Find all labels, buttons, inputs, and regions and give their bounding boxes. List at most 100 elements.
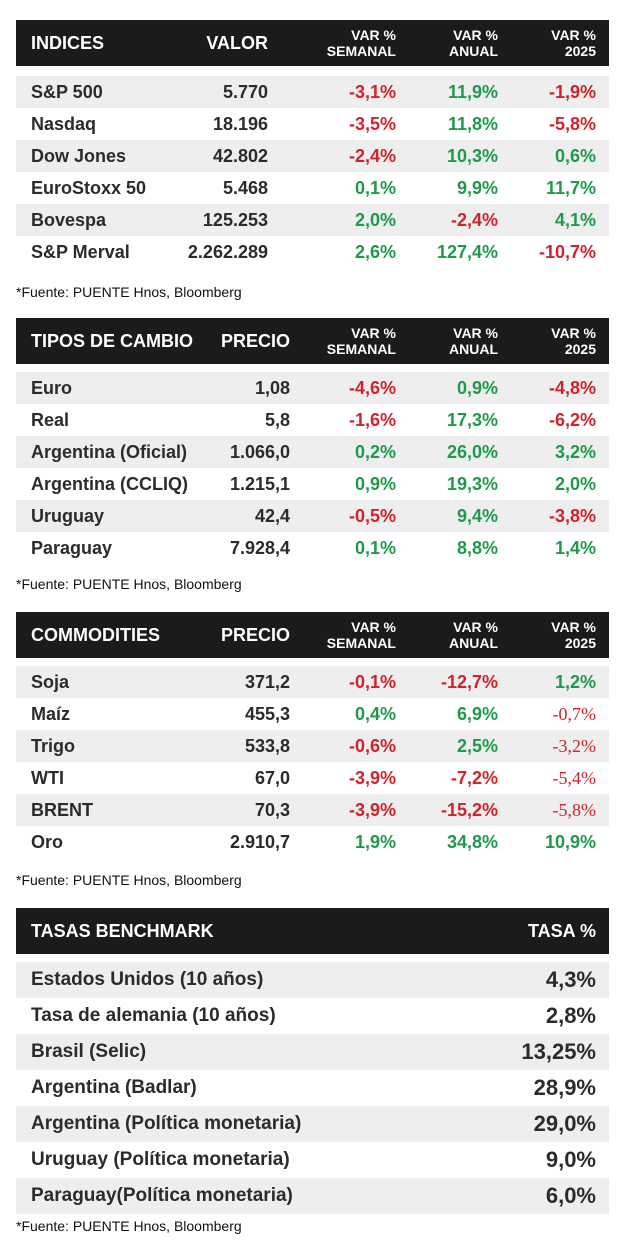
row-weekly: 0,2% — [354, 441, 396, 462]
row-weekly: -0,6% — [348, 735, 396, 756]
row-ytd: -10,7% — [538, 241, 596, 262]
row-ytd: -1,9% — [548, 81, 596, 102]
source-note: *Fuente: PUENTE Hnos, Bloomberg — [16, 872, 242, 888]
row-name: Paraguay — [31, 537, 113, 558]
row-weekly: 0,1% — [354, 537, 396, 558]
row-annual: 0,9% — [456, 377, 498, 398]
table-row: Paraguay(Política monetaria) 6,0% — [16, 1178, 609, 1214]
table-row: Bovespa 125.253 2,0% -2,4% 4,1% — [16, 204, 609, 236]
row-value: 18.196 — [212, 113, 268, 134]
row-annual: 11,8% — [447, 113, 498, 134]
row-annual: 34,8% — [446, 831, 498, 852]
row-value: 5.770 — [222, 81, 268, 102]
row-value: 70,3 — [254, 799, 290, 820]
row-rate: 29,0% — [533, 1111, 596, 1136]
table-row: Uruguay 42,4 -0,5% 9,4% -3,8% — [16, 500, 609, 532]
indices-table: INDICES VALOR VAR % SEMANAL VAR % ANUAL VA… — [16, 20, 609, 268]
row-value: 67,0 — [254, 767, 290, 788]
row-name: Argentina (CCLIQ) — [31, 473, 188, 494]
row-value: 455,3 — [244, 703, 290, 724]
row-value: 2.262.289 — [187, 241, 268, 262]
row-value: 42,4 — [254, 505, 290, 526]
fx-table: TIPOS DE CAMBIO PRECIO VAR % SEMANAL VAR … — [16, 318, 609, 564]
row-ytd: 1,4% — [554, 537, 596, 558]
row-name: Real — [31, 409, 70, 430]
row-value: 7.928,4 — [229, 537, 290, 558]
indices-ytd-header: VAR % 2025 — [551, 27, 596, 59]
row-annual: 11,9% — [447, 81, 498, 102]
table-row: BRENT 70,3 -3,9% -15,2% -5,8% — [16, 794, 609, 826]
fx-ytd-header: VAR % 2025 — [551, 325, 596, 357]
table-row: Real 5,8 -1,6% 17,3% -6,2% — [16, 404, 609, 436]
table-row: Argentina (Oficial) 1.066,0 0,2% 26,0% 3… — [16, 436, 609, 468]
row-name: BRENT — [31, 799, 93, 820]
row-ytd: -0,7% — [552, 703, 597, 724]
row-name: Trigo — [31, 735, 75, 756]
row-name: S&P 500 — [31, 81, 103, 102]
row-name: Soja — [31, 671, 70, 692]
table-row: Nasdaq 18.196 -3,5% 11,8% -5,8% — [16, 108, 609, 140]
row-annual: -2,4% — [450, 209, 498, 230]
row-name: Oro — [31, 831, 64, 852]
row-ytd: -3,8% — [548, 505, 596, 526]
fx-annual-header: VAR % ANUAL — [449, 325, 498, 357]
row-value: 5,8 — [264, 409, 290, 430]
row-ytd: 1,2% — [554, 671, 596, 692]
row-name: S&P Merval — [31, 241, 130, 262]
indices-value-header: VALOR — [206, 32, 268, 53]
table-row: Argentina (CCLIQ) 1.215,1 0,9% 19,3% 2,0… — [16, 468, 609, 500]
table-row: Estados Unidos (10 años) 4,3% — [16, 962, 609, 998]
table-row: S&P Merval 2.262.289 2,6% 127,4% -10,7% — [16, 236, 609, 268]
row-name: Bovespa — [31, 209, 107, 230]
row-value: 1.066,0 — [229, 441, 290, 462]
row-name: Estados Unidos (10 años) — [31, 969, 264, 990]
table-row: Argentina (Badlar) 28,9% — [16, 1070, 609, 1106]
rates-table: TASAS BENCHMARK TASA % Estados Unidos (1… — [16, 908, 609, 1214]
row-name: Brasil (Selic) — [31, 1041, 147, 1062]
row-name: Uruguay — [31, 505, 105, 526]
row-name: Paraguay(Política monetaria) — [31, 1185, 293, 1206]
row-value: 1,08 — [254, 377, 290, 398]
row-annual: 17,3% — [446, 409, 498, 430]
row-annual: 19,3% — [446, 473, 498, 494]
source-note: *Fuente: PUENTE Hnos, Bloomberg — [16, 284, 242, 300]
row-name: Dow Jones — [31, 145, 127, 166]
row-name: Maíz — [31, 703, 71, 724]
indices-header: INDICES VALOR VAR % SEMANAL VAR % ANUAL VA… — [16, 20, 609, 66]
row-value: 5.468 — [222, 177, 268, 198]
row-value: 1.215,1 — [229, 473, 290, 494]
commodities-annual-header: VAR % ANUAL — [449, 619, 498, 651]
row-weekly: -3,9% — [348, 799, 396, 820]
row-rate: 4,3% — [545, 967, 596, 992]
row-weekly: -3,5% — [348, 113, 396, 134]
row-rate: 13,25% — [521, 1039, 596, 1064]
row-value: 2.910,7 — [229, 831, 290, 852]
indices-title: INDICES — [31, 32, 105, 53]
row-name: Argentina (Política monetaria) — [31, 1113, 302, 1134]
row-ytd: -5,8% — [548, 113, 596, 134]
row-ytd: -5,4% — [552, 767, 597, 788]
fx-weekly-header: VAR % SEMANAL — [326, 325, 396, 357]
table-row: Dow Jones 42.802 -2,4% 10,3% 0,6% — [16, 140, 609, 172]
row-rate: 9,0% — [545, 1147, 596, 1172]
row-ytd: -6,2% — [548, 409, 596, 430]
row-ytd: 11,7% — [545, 177, 596, 198]
commodities-table: COMMODITIES PRECIO VAR % SEMANAL VAR % ANU… — [16, 612, 609, 858]
row-value: 125.253 — [202, 209, 268, 230]
row-value: 371,2 — [244, 671, 290, 692]
table-row: Oro 2.910,7 1,9% 34,8% 10,9% — [16, 826, 609, 858]
row-annual: 26,0% — [446, 441, 498, 462]
table-row: Maíz 455,3 0,4% 6,9% -0,7% — [16, 698, 609, 730]
fx-title: TIPOS DE CAMBIO — [31, 330, 194, 351]
row-weekly: 2,0% — [354, 209, 396, 230]
row-rate: 6,0% — [545, 1183, 596, 1208]
row-value: 533,8 — [244, 735, 290, 756]
row-ytd: -5,8% — [552, 799, 597, 820]
commodities-header: COMMODITIES PRECIO VAR % SEMANAL VAR % ANU… — [16, 612, 609, 658]
row-ytd: -4,8% — [548, 377, 596, 398]
fx-price-header: PRECIO — [220, 330, 290, 351]
row-weekly: -1,6% — [348, 409, 396, 430]
indices-annual-header: VAR % ANUAL — [449, 27, 498, 59]
row-ytd: 0,6% — [554, 145, 596, 166]
row-weekly: 0,1% — [354, 177, 396, 198]
